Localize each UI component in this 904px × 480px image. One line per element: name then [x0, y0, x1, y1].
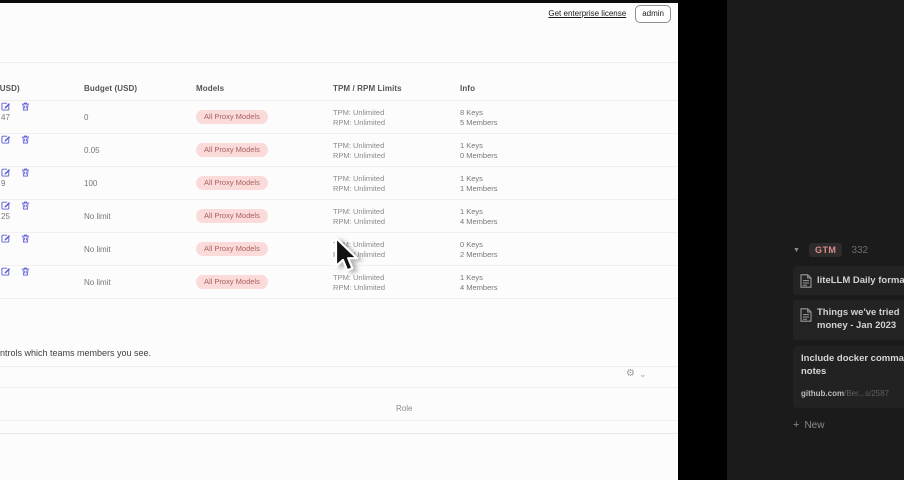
note-title: liteLLM Daily forma — [817, 275, 904, 286]
spend-value: 25 — [1, 212, 10, 221]
info-cell: 1 Keys 4 Members — [460, 207, 498, 226]
plus-icon: + — [793, 419, 800, 431]
info-cell: 1 Keys 4 Members — [460, 273, 498, 292]
edit-icon[interactable] — [0, 167, 11, 178]
divider — [0, 433, 678, 434]
delete-icon[interactable] — [20, 134, 31, 145]
table-row: 0.05 All Proxy Models TPM: Unlimited RPM:… — [0, 134, 678, 167]
note-card[interactable]: liteLLM Daily forma — [793, 266, 904, 295]
col-models: Models — [196, 84, 225, 93]
delete-icon[interactable] — [20, 266, 31, 277]
spend-value: 47 — [1, 113, 10, 122]
delete-icon[interactable] — [20, 200, 31, 211]
limits-cell: TPM: Unlimited RPM: Unlimited — [333, 273, 386, 292]
budget-value: No limit — [84, 245, 111, 254]
table-row: No limit All Proxy Models TPM: Unlimited… — [0, 233, 678, 266]
col-limits: TPM / RPM Limits — [333, 84, 402, 93]
col-info: Info — [460, 84, 476, 93]
note-link[interactable]: github.com/Ber...s/2587 — [801, 389, 890, 398]
black-divider-region — [678, 0, 727, 480]
table-row: No limit All Proxy Models TPM: Unlimited… — [0, 266, 678, 299]
row-actions — [0, 233, 678, 244]
note-card[interactable]: Include docker comma notes github.com/Ber… — [793, 346, 904, 408]
edit-icon[interactable] — [0, 134, 11, 145]
row-actions — [0, 200, 678, 211]
role-column-header: Role — [396, 404, 413, 413]
divider — [0, 387, 678, 388]
row-actions — [0, 266, 678, 277]
document-icon — [800, 308, 812, 322]
group-header: ▼ GTM 332 — [793, 243, 868, 257]
col-budget: Budget (USD) — [84, 84, 138, 93]
budget-value: No limit — [84, 278, 111, 287]
table-row: 25 No limit All Proxy Models TPM: Unlimi… — [0, 200, 678, 233]
row-actions — [0, 101, 678, 112]
topbar: Get enterprise license admin — [548, 3, 671, 24]
note-title: Things we've tried money - Jan 2023 — [817, 307, 900, 331]
models-badge: All Proxy Models — [196, 143, 268, 157]
models-badge: All Proxy Models — [196, 110, 268, 124]
row-actions — [0, 134, 678, 145]
new-note-button[interactable]: + New — [793, 419, 824, 431]
table-row: 47 0 All Proxy Models TPM: Unlimited RPM:… — [0, 101, 678, 134]
budget-value: 100 — [84, 179, 98, 188]
col-spend: (USD) — [0, 84, 20, 93]
chevron-down-icon[interactable]: ⌄ — [638, 368, 647, 379]
models-badge: All Proxy Models — [196, 176, 268, 190]
limits-cell: TPM: Unlimited RPM: Unlimited — [333, 207, 386, 226]
divider — [0, 62, 678, 63]
litellm-admin-panel: Get enterprise license admin (USD) Budge… — [0, 0, 678, 480]
delete-icon[interactable] — [20, 167, 31, 178]
delete-icon[interactable] — [20, 101, 31, 112]
info-cell: 1 Keys 1 Members — [460, 174, 498, 193]
gear-icon[interactable]: ⚙ — [626, 368, 635, 379]
document-icon — [800, 274, 812, 288]
gtm-tag-badge[interactable]: GTM — [808, 243, 843, 257]
models-badge: All Proxy Models — [196, 242, 268, 256]
budget-value: 0 — [84, 113, 89, 122]
edit-icon[interactable] — [0, 200, 11, 211]
info-cell: 8 Keys 5 Members — [460, 108, 498, 127]
new-label: New — [804, 419, 825, 431]
note-card[interactable]: Things we've tried money - Jan 2023 — [793, 300, 904, 340]
models-badge: All Proxy Models — [196, 209, 268, 223]
edit-icon[interactable] — [0, 101, 11, 112]
roles-note: ntrols which teams members you see. — [0, 348, 152, 358]
edit-icon[interactable] — [0, 233, 11, 244]
table-row: 9 100 All Proxy Models TPM: Unlimited RPM… — [0, 167, 678, 200]
info-cell: 1 Keys 0 Members — [460, 141, 498, 160]
teams-table: 47 0 All Proxy Models TPM: Unlimited RPM:… — [0, 101, 678, 299]
divider — [0, 420, 678, 421]
divider — [0, 366, 678, 367]
collapse-triangle-icon[interactable]: ▼ — [793, 246, 800, 254]
table-settings: ⚙ ⌄ — [626, 369, 647, 379]
enterprise-license-link[interactable]: Get enterprise license — [548, 9, 627, 18]
info-cell: 0 Keys 2 Members — [460, 240, 498, 259]
limits-cell: TPM: Unlimited RPM: Unlimited — [333, 240, 386, 259]
edit-icon[interactable] — [0, 266, 11, 277]
limits-cell: TPM: Unlimited RPM: Unlimited — [333, 141, 386, 160]
limits-cell: TPM: Unlimited RPM: Unlimited — [333, 108, 386, 127]
group-count: 332 — [851, 244, 869, 256]
top-border — [0, 0, 678, 3]
budget-value: 0.05 — [84, 146, 100, 155]
row-actions — [0, 167, 678, 178]
admin-user-button[interactable]: admin — [635, 4, 671, 23]
spend-value: 9 — [1, 179, 6, 188]
note-title: Include docker comma notes — [801, 353, 904, 377]
header-underline — [0, 100, 678, 101]
limits-cell: TPM: Unlimited RPM: Unlimited — [333, 174, 386, 193]
notes-side-panel: ▼ GTM 332 liteLLM Daily forma Things we'… — [727, 0, 904, 480]
delete-icon[interactable] — [20, 233, 31, 244]
budget-value: No limit — [84, 212, 111, 221]
models-badge: All Proxy Models — [196, 275, 268, 289]
